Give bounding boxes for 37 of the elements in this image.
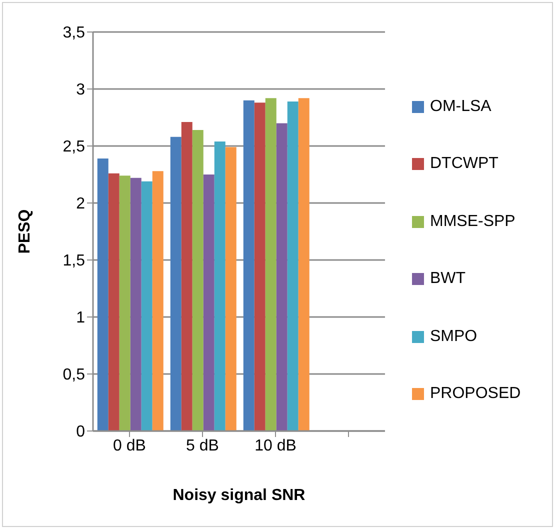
bar [141,181,152,431]
y-tick-label: 1 [76,310,86,327]
x-tick-label: 5 dB [186,437,219,454]
x-tick-label: 0 dB [113,437,146,454]
y-tick-label: 0,5 [62,366,86,384]
y-tick-label: 1,5 [62,252,86,270]
bar [243,100,254,431]
bar [108,173,120,431]
bar [119,176,130,431]
bar [181,122,192,431]
x-tick-label: 10 dB [254,437,296,454]
bar [192,130,204,431]
legend-label: OM-LSA [430,98,492,116]
x-axis-title: Noisy signal SNR [172,487,306,504]
y-tick-label: 2 [76,196,86,213]
bar [203,174,214,431]
y-tick-label: 3,5 [62,24,86,42]
legend-label: PROPOSED [430,385,521,404]
y-tick-label: 3 [76,82,86,99]
legend-label: BWT [430,270,466,288]
y-tick-label: 2,5 [62,138,86,156]
legend-label: SMPO [430,328,478,346]
bar [170,136,182,431]
bar [298,98,310,431]
bar [97,158,108,431]
bar [265,98,276,431]
bar [276,123,288,431]
bar [225,147,236,431]
y-axis-title: PESQ [16,209,34,254]
bar [130,178,142,431]
bar [254,102,266,431]
legend-label: MMSE-SPP [430,212,516,231]
y-tick-label: 0 [76,424,86,441]
bar [152,171,164,431]
bar [214,141,226,431]
bar [287,102,298,431]
legend-label: DTCWPT [430,155,498,174]
